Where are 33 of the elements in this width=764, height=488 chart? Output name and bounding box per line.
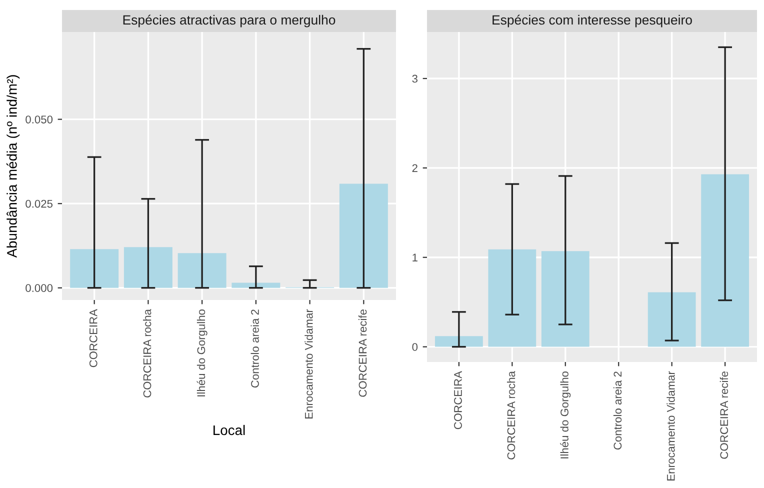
bar [178,253,226,288]
bar [701,174,750,347]
bar [339,184,388,288]
x-tick-label: CORCEIRA recife [358,310,367,397]
bar [648,292,696,347]
x-tick-label: Controlo areia 2 [250,310,259,388]
x-tick-label: CORCEIRA rocha [143,309,152,398]
x-tick-label: CORCEIRA rocha [506,371,516,460]
x-tick-label: Enrocamento Vidamar [666,371,675,480]
y-tick-label: 0 [412,343,418,351]
y-tick-label: 0.050 [26,116,53,124]
x-axis-title: Local [214,424,245,436]
y-tick-label: 1 [412,254,418,262]
bar [434,336,483,347]
chart-title: Espécies com interesse pesqueiro [492,14,692,28]
bar [70,249,119,288]
y-tick-label: 2 [412,164,418,172]
y-tick-label: 0.025 [26,200,53,208]
x-tick-label: Enrocamento Vidamar [304,309,313,418]
bar [541,251,590,347]
x-tick-label: CORCEIRA recife [720,372,728,459]
y-tick-label: 0.000 [26,284,53,292]
bar [124,247,172,288]
bar [232,282,280,288]
bar [488,249,536,347]
x-tick-label: Ilhéu do Gorgulho [196,309,208,396]
y-axis-title: Abundância média (nº ind/m²) [6,75,20,258]
x-tick-label: CORCEIRA [89,309,98,368]
x-tick-label: Ilhéu do Gorgulho [560,371,571,458]
chart-title: Espécies atractivas para o mergulho [123,14,336,28]
y-tick-label: 3 [412,74,418,83]
x-tick-label: CORCEIRA [454,371,462,430]
x-tick-label: Controlo areia 2 [613,372,622,450]
